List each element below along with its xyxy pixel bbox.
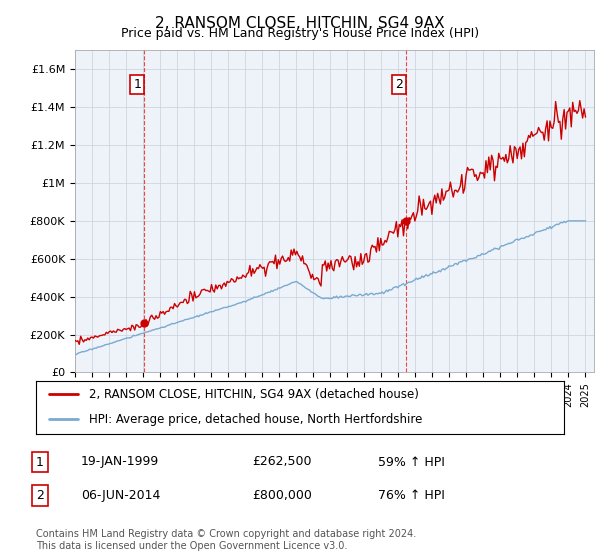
Text: Contains HM Land Registry data © Crown copyright and database right 2024.
This d: Contains HM Land Registry data © Crown c…: [36, 529, 416, 551]
Text: HPI: Average price, detached house, North Hertfordshire: HPI: Average price, detached house, Nort…: [89, 413, 422, 426]
Text: 2, RANSOM CLOSE, HITCHIN, SG4 9AX: 2, RANSOM CLOSE, HITCHIN, SG4 9AX: [155, 16, 445, 31]
Text: 1: 1: [133, 78, 142, 91]
Text: Price paid vs. HM Land Registry's House Price Index (HPI): Price paid vs. HM Land Registry's House …: [121, 27, 479, 40]
Text: 1: 1: [36, 455, 44, 469]
Text: 19-JAN-1999: 19-JAN-1999: [81, 455, 159, 469]
Text: £800,000: £800,000: [252, 489, 312, 502]
Text: £262,500: £262,500: [252, 455, 311, 469]
Text: 2, RANSOM CLOSE, HITCHIN, SG4 9AX (detached house): 2, RANSOM CLOSE, HITCHIN, SG4 9AX (detac…: [89, 388, 419, 400]
Text: 76% ↑ HPI: 76% ↑ HPI: [378, 489, 445, 502]
Text: 2: 2: [36, 489, 44, 502]
Text: 59% ↑ HPI: 59% ↑ HPI: [378, 455, 445, 469]
Text: 06-JUN-2014: 06-JUN-2014: [81, 489, 160, 502]
Text: 2: 2: [395, 78, 403, 91]
